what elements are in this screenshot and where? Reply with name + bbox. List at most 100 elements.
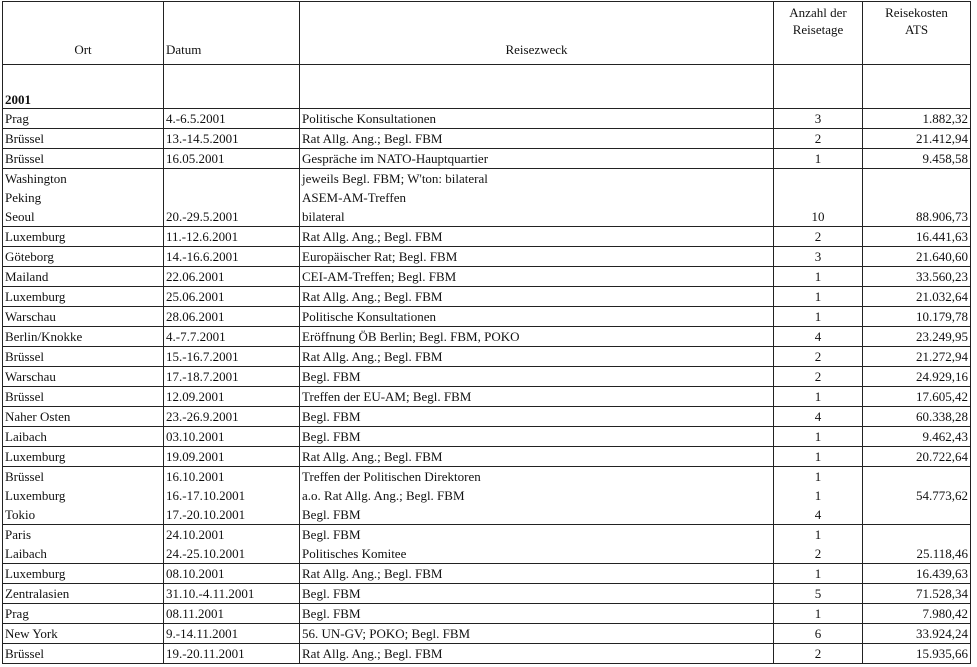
cell-tage: 2 xyxy=(773,128,863,149)
cell-tage-line: 1 xyxy=(814,606,822,621)
cell-tage-line xyxy=(776,170,860,189)
cell-kosten-line: 21.640,60 xyxy=(916,249,968,264)
cell-zweck: Eröffnung ÖB Berlin; Begl. FBM, POKO xyxy=(299,326,774,347)
cell-ort: Luxemburg xyxy=(2,226,164,247)
cell-kosten: 24.929,16 xyxy=(862,366,971,387)
table-row: Luxemburg 25.06.2001 Rat Allg. Ang.; Begl.… xyxy=(2,286,971,307)
cell-ort: Brüssel xyxy=(2,346,164,367)
cell-kosten: 10.179,78 xyxy=(862,306,971,327)
table-row: Brüssel 19.-20.11.2001 Rat Allg. Ang.; Beg… xyxy=(2,643,971,664)
header-reisekosten-line1: Reisekosten xyxy=(885,5,948,20)
cell-tage: 1 xyxy=(773,286,863,307)
cell-zweck-line: Rat Allg. Ang.; Begl. FBM xyxy=(302,131,443,146)
cell-datum-line: 15.-16.7.2001 xyxy=(166,349,239,364)
cell-datum: 25.06.2001 xyxy=(163,286,300,307)
cell-zweck: Politische Konsultationen xyxy=(299,306,774,327)
cell-tage-line: 2 xyxy=(814,646,822,661)
table-row: Luxemburg 08.10.2001 Rat Allg. Ang.; Begl.… xyxy=(2,563,971,584)
cell-ort: Laibach xyxy=(2,426,164,447)
cell-zweck-line: bilateral xyxy=(302,209,345,224)
cell-ort-line: Luxemburg xyxy=(5,229,66,244)
cell-zweck: 56. UN-GV; POKO; Begl. FBM xyxy=(299,623,774,644)
cell-datum-line: 31.10.-4.11.2001 xyxy=(166,586,255,601)
cell-ort: Luxemburg xyxy=(2,446,164,467)
cell-datum-line: 9.-14.11.2001 xyxy=(166,626,239,641)
cell-kosten: 88.906,73 xyxy=(862,168,971,227)
cell-ort-line: Peking xyxy=(5,190,42,205)
cell-zweck: jeweils Begl. FBM; W'ton: bilateral ASEM-… xyxy=(299,168,774,227)
cell-datum-line xyxy=(166,188,297,207)
cell-kosten: 9.462,43 xyxy=(862,426,971,447)
cell-zweck-line: 56. UN-GV; POKO; Begl. FBM xyxy=(302,626,471,641)
cell-kosten: 15.935,66 xyxy=(862,643,971,664)
cell-tage: 2 xyxy=(773,346,863,367)
cell-tage-line: 4 xyxy=(814,329,822,344)
cell-kosten-line: 16.441,63 xyxy=(916,229,968,244)
cell-kosten-line: 88.906,73 xyxy=(916,209,968,224)
cell-datum: 4.-6.5.2001 xyxy=(163,108,300,129)
cell-zweck-line: Rat Allg. Ang.; Begl. FBM xyxy=(302,349,443,364)
cell-zweck-line: ASEM-AM-Treffen xyxy=(302,190,406,205)
cell-ort: Warschau xyxy=(2,306,164,327)
cell-ort-line: Paris xyxy=(5,527,31,542)
cell-tage-line: 1 xyxy=(814,488,822,503)
cell-ort: Brüssel xyxy=(2,643,164,664)
cell-kosten-line: 24.929,16 xyxy=(916,369,968,384)
cell-tage-line: 4 xyxy=(814,507,822,522)
cell-kosten: 9.458,58 xyxy=(862,148,971,169)
cell-kosten-line: 71.528,34 xyxy=(916,586,968,601)
cell-zweck: Rat Allg. Ang.; Begl. FBM xyxy=(299,286,774,307)
cell-zweck-line: Begl. FBM xyxy=(302,527,361,542)
cell-zweck-line: Gespräche im NATO-Hauptquartier xyxy=(302,151,489,166)
cell-ort-line: Göteborg xyxy=(5,249,54,264)
cell-kosten-line: 21.272,94 xyxy=(916,349,968,364)
cell-datum: 23.-26.9.2001 xyxy=(163,406,300,427)
cell-tage-line xyxy=(776,188,860,207)
cell-kosten-line: 1.882,32 xyxy=(922,111,969,126)
cell-kosten: 25.118,46 xyxy=(862,524,971,564)
cell-zweck-line: Begl. FBM xyxy=(302,606,361,621)
cell-kosten: 21.272,94 xyxy=(862,346,971,367)
cell-tage-line: 1 xyxy=(814,429,822,444)
cell-datum-line: 20.-29.5.2001 xyxy=(166,209,239,224)
cell-tage: 2 xyxy=(773,643,863,664)
table-row: New York 9.-14.11.2001 56. UN-GV; POKO; Be… xyxy=(2,623,971,644)
cell-ort: Zentralasien xyxy=(2,583,164,604)
cell-zweck: Begl. FBM xyxy=(299,583,774,604)
cell-datum-line: 13.-14.5.2001 xyxy=(166,131,239,146)
table-row: Laibach 03.10.2001 Begl. FBM 1 9.462,43 xyxy=(2,426,971,447)
cell-kosten-line: 21.032,64 xyxy=(916,289,968,304)
cell-ort: Warschau xyxy=(2,366,164,387)
cell-kosten: 1.882,32 xyxy=(862,108,971,129)
cell-tage: 1 xyxy=(773,386,863,407)
cell-ort-line: Berlin/Knokke xyxy=(5,329,83,344)
cell-zweck-line: Eröffnung ÖB Berlin; Begl. FBM, POKO xyxy=(302,329,520,344)
cell-datum-line: 11.-12.6.2001 xyxy=(166,229,239,244)
cell-zweck: Treffen der Politischen Direktoren a.o. R… xyxy=(299,466,774,525)
cell-datum-line: 19.09.2001 xyxy=(166,449,225,464)
cell-tage-line: 1 xyxy=(814,566,822,581)
cell-ort-line: Luxemburg xyxy=(5,449,66,464)
cell-kosten-line: 17.605,42 xyxy=(916,389,968,404)
header-datum: Datum xyxy=(163,1,300,65)
cell-zweck-line: Begl. FBM xyxy=(302,586,361,601)
cell-datum: 17.-18.7.2001 xyxy=(163,366,300,387)
cell-datum-line: 08.10.2001 xyxy=(166,566,225,581)
cell-zweck-line: CEI-AM-Treffen; Begl. FBM xyxy=(302,269,457,284)
header-reisekosten-line2: ATS xyxy=(904,22,929,37)
cell-tage: 4 xyxy=(773,326,863,347)
cell-tage-line: 2 xyxy=(814,369,822,384)
cell-tage-line: 1 xyxy=(814,527,822,542)
cell-kosten-line: 7.980,42 xyxy=(922,606,969,621)
table-row: Zentralasien 31.10.-4.11.2001 Begl. FBM 5 71… xyxy=(2,583,971,604)
cell-kosten: 33.560,23 xyxy=(862,266,971,287)
cell-zweck: Begl. FBM Politisches Komitee xyxy=(299,524,774,564)
cell-zweck: Rat Allg. Ang.; Begl. FBM xyxy=(299,446,774,467)
cell-datum: 08.10.2001 xyxy=(163,563,300,584)
cell-kosten-line xyxy=(865,468,968,487)
cell-zweck: Rat Allg. Ang.; Begl. FBM xyxy=(299,128,774,149)
cell-tage: 1 xyxy=(773,306,863,327)
cell-datum-line: 22.06.2001 xyxy=(166,269,225,284)
cell-datum: 03.10.2001 xyxy=(163,426,300,447)
